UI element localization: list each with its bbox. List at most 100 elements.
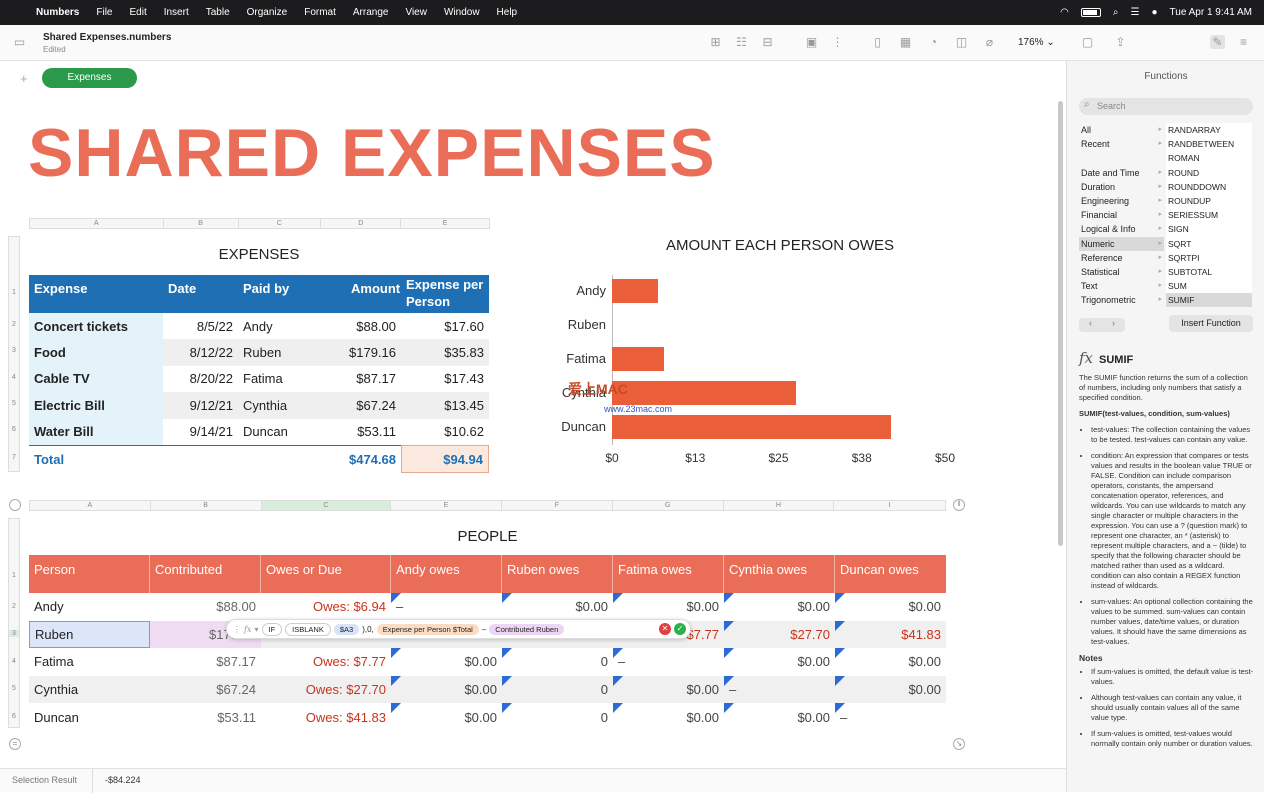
menu-table[interactable]: Table xyxy=(205,7,230,18)
menu-format[interactable]: Format xyxy=(304,7,336,18)
cell[interactable]: Food xyxy=(34,345,66,361)
people-row-header[interactable]: 1 2 3 4 5 6 xyxy=(8,518,20,728)
cell[interactable]: $53.11 xyxy=(357,424,396,440)
shape-icon[interactable]: ◫ xyxy=(955,35,968,49)
header-cynthia-owes[interactable]: Cynthia owes xyxy=(724,555,835,593)
cell[interactable]: $27.70 xyxy=(724,620,835,649)
insert-function-button[interactable]: Insert Function xyxy=(1169,315,1253,332)
header-ruben-owes[interactable]: Ruben owes xyxy=(502,555,613,593)
category-item-selected[interactable]: Numeric ▸ xyxy=(1079,236,1164,251)
function-item[interactable]: SQRTPI xyxy=(1166,250,1252,265)
battery-icon[interactable] xyxy=(1080,8,1101,17)
format-brush-icon[interactable]: ✎ xyxy=(1210,35,1225,49)
cell[interactable]: $35.83 xyxy=(444,345,484,361)
cell[interactable]: – xyxy=(835,703,946,731)
cell[interactable]: $0.00 xyxy=(724,648,835,676)
cell[interactable]: Concert tickets xyxy=(34,318,128,334)
menu-organize[interactable]: Organize xyxy=(246,7,288,18)
cell[interactable]: $0.00 xyxy=(502,593,613,621)
category-item[interactable]: Statistical ▸ xyxy=(1079,265,1164,279)
col-letter[interactable]: A xyxy=(30,219,164,228)
cell[interactable]: $10.62 xyxy=(444,424,484,440)
vertical-scrollbar[interactable] xyxy=(1058,101,1063,546)
cell[interactable]: $41.83 xyxy=(835,620,946,649)
col-letter[interactable]: B xyxy=(151,501,262,510)
function-item[interactable]: SUM xyxy=(1166,279,1252,294)
cell[interactable]: $0.00 xyxy=(613,703,724,731)
cell[interactable]: $13.45 xyxy=(444,397,484,413)
cell[interactable]: $0.00 xyxy=(391,675,502,704)
cell[interactable]: $88.00 xyxy=(216,599,256,615)
cell[interactable]: Electric Bill xyxy=(34,397,105,413)
header-paid-by[interactable]: Paid by xyxy=(243,281,290,296)
grid-icon[interactable]: ⋮ xyxy=(831,35,844,49)
drag-handle-icon[interactable]: ⋮ xyxy=(233,624,241,634)
share-icon[interactable]: ⇪ xyxy=(1115,35,1126,49)
cell[interactable]: Cynthia xyxy=(34,682,79,698)
category-item[interactable]: Logical & Info ▸ xyxy=(1079,222,1164,236)
add-row-icon[interactable]: = xyxy=(9,738,21,750)
function-item[interactable]: SUBTOTAL xyxy=(1166,264,1252,280)
total-label[interactable]: Total xyxy=(34,451,65,467)
function-item[interactable]: ROMAN xyxy=(1166,151,1252,166)
cell[interactable]: $0.00 xyxy=(835,675,946,704)
cell[interactable]: Duncan xyxy=(34,709,79,725)
add-sheet-icon[interactable]: + xyxy=(20,71,28,86)
cell[interactable]: 0 xyxy=(502,675,613,704)
forward-chevron-icon[interactable]: › xyxy=(1112,318,1115,328)
category-item[interactable]: Text ▸ xyxy=(1079,279,1164,293)
cell[interactable]: Owes: $27.70 xyxy=(305,682,386,698)
add-column-icon[interactable]: ‖ xyxy=(953,499,965,511)
cell[interactable]: $0.00 xyxy=(613,675,724,704)
expenses-table-title[interactable]: EXPENSES xyxy=(218,246,300,263)
cell[interactable]: Fatima xyxy=(34,654,74,670)
spotlight-search-icon[interactable]: ⌕ xyxy=(1112,7,1119,18)
text-icon[interactable]: ▯ xyxy=(874,35,881,49)
category-item[interactable]: Engineering ▸ xyxy=(1079,194,1164,208)
cell[interactable]: Duncan xyxy=(243,424,288,440)
cell[interactable]: $0.00 xyxy=(724,593,835,621)
col-letter[interactable]: B xyxy=(164,219,239,228)
cell[interactable]: Water Bill xyxy=(34,424,94,440)
cell[interactable]: $0.00 xyxy=(835,648,946,676)
menu-window[interactable]: Window xyxy=(443,7,480,18)
col-letter[interactable]: E xyxy=(391,501,502,510)
control-center-icon[interactable]: ☰ xyxy=(1130,7,1140,18)
chart-title[interactable]: AMOUNT EACH PERSON OWES xyxy=(665,237,895,254)
cell[interactable]: 0 xyxy=(502,648,613,676)
function-item[interactable]: RANDBETWEEN xyxy=(1166,137,1252,152)
cell[interactable]: 8/20/22 xyxy=(189,371,233,387)
header-expense-per-person[interactable]: Expense per Person xyxy=(406,277,484,309)
chart-bar[interactable] xyxy=(612,279,659,303)
selected-cell[interactable]: Ruben xyxy=(29,620,150,649)
sheet-tab-expenses[interactable]: Expenses xyxy=(42,68,137,88)
menu-numbers[interactable]: Numbers xyxy=(36,7,80,18)
fx-menu-chevron-icon[interactable]: ▾ xyxy=(254,624,259,634)
menu-edit[interactable]: Edit xyxy=(129,7,147,18)
category-item[interactable]: Reference ▸ xyxy=(1079,251,1164,265)
cell[interactable]: 8/12/22 xyxy=(189,345,233,361)
header-andy-owes[interactable]: Andy owes xyxy=(391,555,502,593)
organize-icon[interactable]: ≡ xyxy=(1239,35,1247,49)
cell[interactable]: Fatima xyxy=(243,371,283,387)
col-letter[interactable]: F xyxy=(502,501,613,510)
header-expense[interactable]: Expense xyxy=(34,281,88,296)
total-amount[interactable]: $474.68 xyxy=(349,451,396,467)
comment-icon[interactable]: ▢ xyxy=(1081,35,1094,49)
cell[interactable]: $17.43 xyxy=(444,371,484,387)
expenses-row-header[interactable]: 1 2 3 4 5 6 7 xyxy=(8,236,20,472)
cell[interactable]: $0.00 xyxy=(835,593,946,621)
contributed-ruben-token[interactable]: Contributed Ruben xyxy=(489,623,565,635)
function-item[interactable]: RANDARRAY xyxy=(1166,123,1252,138)
function-item-selected[interactable]: SUMIF xyxy=(1166,293,1252,308)
cell[interactable]: $53.11 xyxy=(217,709,256,725)
back-chevron-icon[interactable]: ‹ xyxy=(1089,318,1092,328)
col-letter[interactable]: H xyxy=(724,501,835,510)
cell[interactable]: 8/5/22 xyxy=(196,318,233,334)
cell[interactable]: $67.24 xyxy=(216,682,256,698)
category-item[interactable]: Recent ▸ xyxy=(1079,137,1164,151)
cell[interactable]: Owes: $41.83 xyxy=(305,709,386,725)
cell[interactable]: – xyxy=(391,593,502,621)
header-contributed[interactable]: Contributed xyxy=(150,555,261,593)
cell[interactable]: Cynthia xyxy=(243,397,288,413)
